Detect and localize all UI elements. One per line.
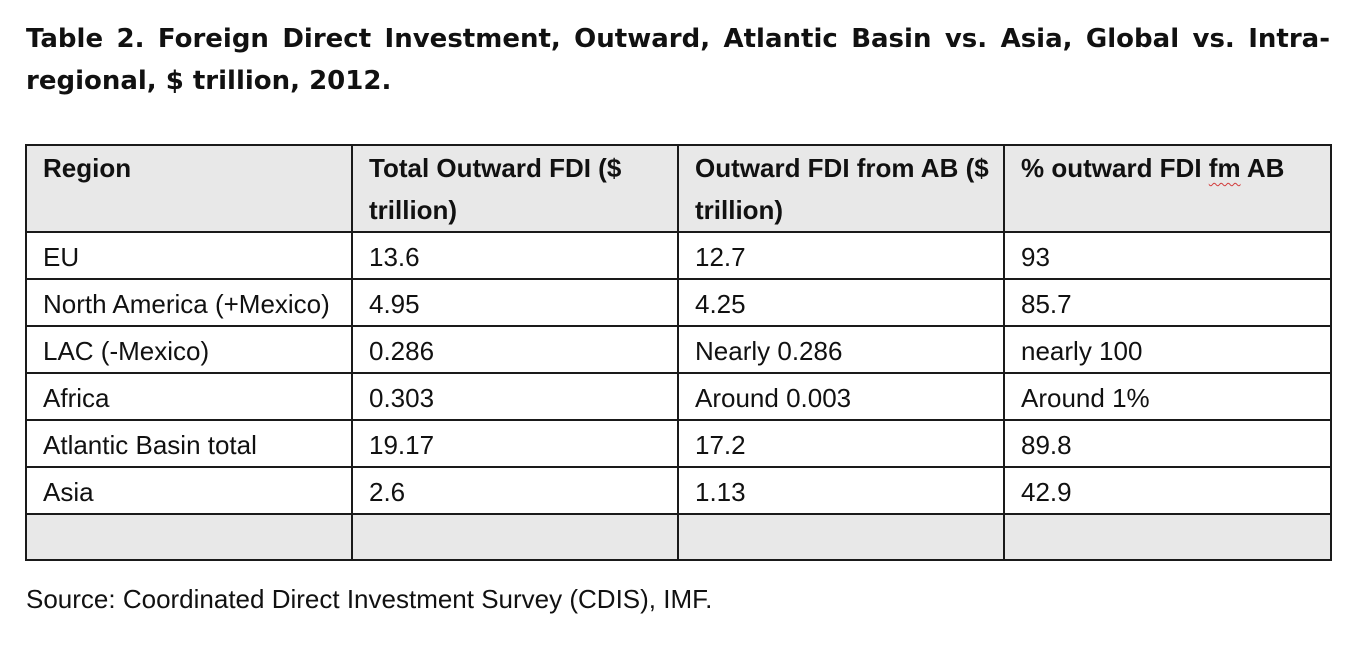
cell-from-ab: Nearly 0.286	[677, 325, 1005, 374]
cell-pct: 93	[1003, 231, 1332, 280]
fdi-table: Region Total Outward FDI ($ trillion) Ou…	[25, 144, 1332, 561]
table-empty-row	[25, 513, 1332, 561]
header-region: Region	[25, 144, 353, 233]
cell-empty	[25, 513, 353, 561]
cell-from-ab: Around 0.003	[677, 372, 1005, 421]
cell-from-ab: 1.13	[677, 466, 1005, 515]
cell-empty	[677, 513, 1005, 561]
header-total-outward-fdi: Total Outward FDI ($ trillion)	[351, 144, 679, 233]
cell-total: 4.95	[351, 278, 679, 327]
header-pct-prefix: % outward FDI	[1021, 153, 1209, 183]
header-outward-fdi-from-ab: Outward FDI from AB ($ trillion)	[677, 144, 1005, 233]
table-row: EU 13.6 12.7 93	[25, 231, 1332, 280]
cell-region: Asia	[25, 466, 353, 515]
cell-empty	[351, 513, 679, 561]
cell-total: 2.6	[351, 466, 679, 515]
cell-region: North America (+Mexico)	[25, 278, 353, 327]
cell-region: Africa	[25, 372, 353, 421]
header-pct-outward-fdi-from-ab: % outward FDI fm AB	[1003, 144, 1332, 233]
table-row: Asia 2.6 1.13 42.9	[25, 466, 1332, 515]
table-title: Table 2. Foreign Direct Investment, Outw…	[26, 24, 1330, 96]
cell-pct: Around 1%	[1003, 372, 1332, 421]
cell-from-ab: 12.7	[677, 231, 1005, 280]
cell-pct: 89.8	[1003, 419, 1332, 468]
table-row: LAC (-Mexico) 0.286 Nearly 0.286 nearly …	[25, 325, 1332, 374]
cell-from-ab: 4.25	[677, 278, 1005, 327]
cell-empty	[1003, 513, 1332, 561]
header-pct-fm-misspelled: fm	[1208, 153, 1241, 183]
table-row: Atlantic Basin total 19.17 17.2 89.8	[25, 419, 1332, 468]
cell-total: 13.6	[351, 231, 679, 280]
table-row: North America (+Mexico) 4.95 4.25 85.7	[25, 278, 1332, 327]
cell-total: 0.286	[351, 325, 679, 374]
cell-total: 0.303	[351, 372, 679, 421]
cell-region: EU	[25, 231, 353, 280]
source-note: Source: Coordinated Direct Investment Su…	[26, 584, 713, 614]
header-pct-suffix: AB	[1240, 153, 1285, 183]
cell-pct: 42.9	[1003, 466, 1332, 515]
cell-from-ab: 17.2	[677, 419, 1005, 468]
cell-pct: 85.7	[1003, 278, 1332, 327]
cell-region: Atlantic Basin total	[25, 419, 353, 468]
cell-total: 19.17	[351, 419, 679, 468]
table-header-row: Region Total Outward FDI ($ trillion) Ou…	[25, 144, 1332, 233]
cell-region: LAC (-Mexico)	[25, 325, 353, 374]
table-row: Africa 0.303 Around 0.003 Around 1%	[25, 372, 1332, 421]
cell-pct: nearly 100	[1003, 325, 1332, 374]
